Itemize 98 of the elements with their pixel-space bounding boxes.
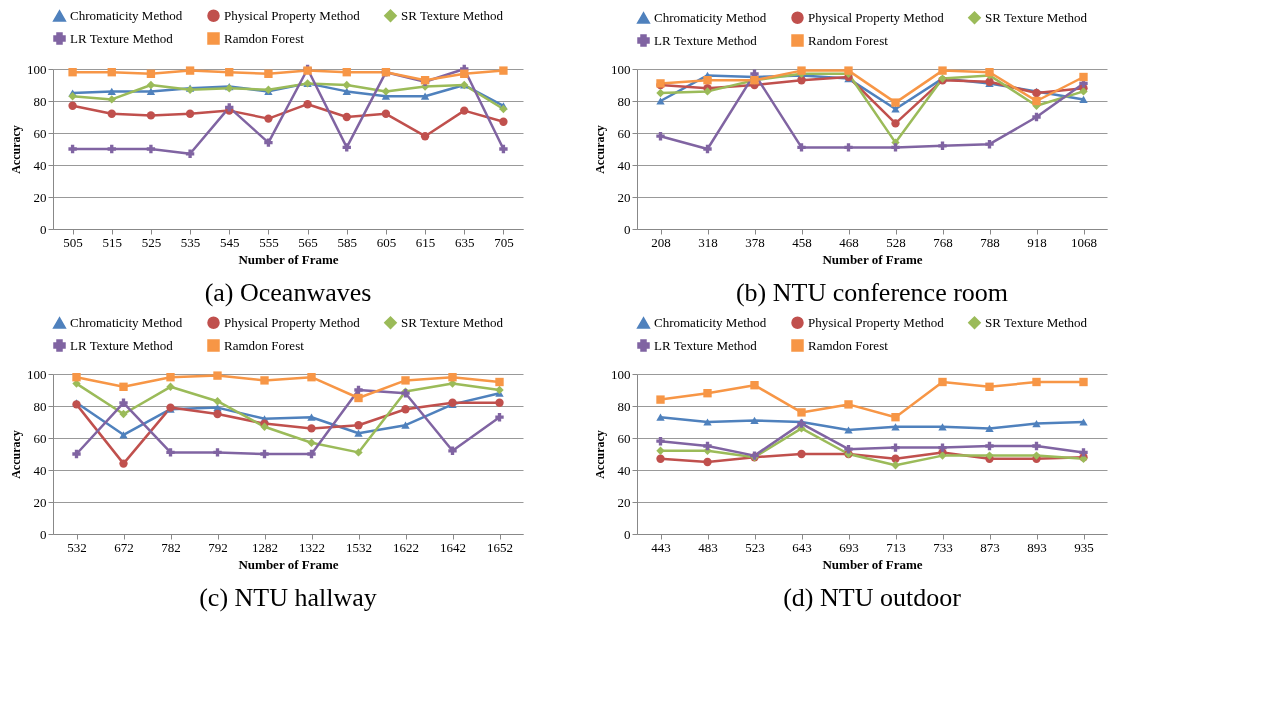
- x-tick-label: 1068: [1071, 234, 1097, 250]
- x-tick-label: 768: [933, 234, 953, 250]
- y-axis-title: Accuracy: [593, 125, 607, 174]
- x-tick-label: 788: [980, 234, 1000, 250]
- y-tick-label: 0: [40, 221, 47, 237]
- x-tick-label: 672: [114, 539, 134, 555]
- x-tick-label: 605: [376, 234, 397, 250]
- x-tick-label: 693: [839, 539, 859, 555]
- legend-label: Ramdon Forest: [808, 337, 889, 353]
- legend-label: Ramdon Forest: [224, 30, 305, 46]
- x-tick-label: 1532: [346, 539, 372, 555]
- x-axis-title: Number of Frame: [822, 556, 923, 572]
- legend-label: Physical Property Method: [808, 9, 945, 25]
- y-tick-label: 20: [617, 494, 631, 510]
- legend-label: SR Texture Method: [985, 9, 1088, 25]
- y-tick-label: 80: [33, 93, 47, 109]
- x-tick-label: 782: [161, 539, 181, 555]
- legend-label: Physical Property Method: [224, 314, 361, 330]
- legend-label: Chromaticity Method: [654, 315, 767, 331]
- x-tick-label: 458: [792, 234, 812, 250]
- x-tick-label: 1642: [440, 539, 466, 555]
- x-tick-label: 705: [494, 234, 514, 250]
- y-tick-label: 100: [27, 366, 47, 382]
- y-axis-title: Accuracy: [593, 430, 607, 479]
- x-tick-label: 1652: [487, 539, 513, 555]
- x-tick-label: 523: [745, 539, 765, 555]
- y-tick-label: 0: [624, 221, 631, 237]
- x-tick-label: 918: [1027, 234, 1047, 250]
- x-tick-label: 565: [298, 234, 318, 250]
- x-tick-label: 483: [698, 539, 718, 555]
- y-tick-label: 20: [33, 494, 47, 510]
- x-tick-label: 525: [141, 234, 162, 250]
- x-tick-label: 468: [839, 234, 859, 250]
- x-tick-label: 1282: [252, 539, 278, 555]
- x-tick-label: 505: [63, 234, 83, 250]
- x-axis-title: Number of Frame: [238, 251, 339, 267]
- x-tick-label: 532: [67, 539, 87, 555]
- y-tick-label: 20: [617, 189, 631, 205]
- y-tick-label: 20: [33, 189, 47, 205]
- legend-label: Chromaticity Method: [70, 315, 183, 331]
- legend-label: SR Texture Method: [985, 314, 1088, 330]
- y-axis-title: Accuracy: [9, 125, 23, 174]
- legend-label: SR Texture Method: [401, 7, 504, 23]
- legend-label: Chromaticity Method: [70, 8, 183, 24]
- y-tick-label: 80: [617, 398, 631, 414]
- text: (c) NTU hallway: [199, 583, 377, 612]
- legend-label: Random Forest: [808, 32, 889, 48]
- y-tick-label: 100: [27, 61, 47, 77]
- x-tick-label: 528: [886, 234, 906, 250]
- y-tick-label: 100: [611, 366, 631, 382]
- y-tick-label: 80: [33, 398, 47, 414]
- y-tick-label: 40: [33, 462, 47, 478]
- x-tick-label: 515: [102, 234, 122, 250]
- y-tick-label: 40: [617, 462, 631, 478]
- x-tick-label: 378: [745, 234, 765, 250]
- y-tick-label: 40: [617, 157, 631, 173]
- x-tick-label: 1622: [393, 539, 419, 555]
- x-tick-label: 555: [259, 234, 279, 250]
- x-tick-label: 713: [886, 539, 906, 555]
- legend-label: Physical Property Method: [224, 7, 361, 23]
- x-tick-label: 1322: [299, 539, 325, 555]
- x-tick-label: 935: [1074, 539, 1094, 555]
- y-tick-label: 80: [617, 93, 631, 109]
- y-tick-label: 60: [617, 125, 631, 141]
- y-tick-label: 60: [617, 430, 631, 446]
- legend-label: LR Texture Method: [654, 337, 758, 353]
- x-tick-label: 873: [980, 539, 1000, 555]
- legend-label: LR Texture Method: [70, 337, 174, 353]
- y-tick-label: 100: [611, 61, 631, 77]
- y-tick-label: 40: [33, 157, 47, 173]
- legend-label: Physical Property Method: [808, 314, 945, 330]
- text: (a) Oceanwaves: [204, 278, 372, 307]
- legend-label: LR Texture Method: [70, 30, 174, 46]
- x-tick-label: 585: [337, 234, 357, 250]
- y-tick-label: 60: [33, 125, 47, 141]
- y-tick-label: 0: [40, 526, 47, 542]
- legend-label: SR Texture Method: [401, 314, 504, 330]
- x-tick-label: 893: [1027, 539, 1047, 555]
- legend-label: Chromaticity Method: [654, 10, 767, 26]
- x-tick-label: 635: [455, 234, 475, 250]
- y-tick-label: 60: [33, 430, 47, 446]
- x-tick-label: 208: [651, 234, 671, 250]
- x-tick-label: 733: [933, 539, 953, 555]
- legend-label: LR Texture Method: [654, 32, 758, 48]
- text: (b) NTU conference room: [735, 278, 1009, 307]
- x-tick-label: 643: [792, 539, 812, 555]
- x-axis-title: Number of Frame: [238, 556, 339, 572]
- text: (d) NTU outdoor: [783, 583, 962, 612]
- x-tick-label: 615: [415, 234, 436, 250]
- x-tick-label: 535: [180, 234, 201, 250]
- y-axis-title: Accuracy: [9, 430, 23, 479]
- x-tick-label: 792: [208, 539, 228, 555]
- x-axis-title: Number of Frame: [822, 251, 923, 267]
- x-tick-label: 443: [651, 539, 671, 555]
- legend-label: Ramdon Forest: [224, 337, 305, 353]
- y-tick-label: 0: [624, 526, 631, 542]
- x-tick-label: 318: [698, 234, 718, 250]
- x-tick-label: 545: [220, 234, 240, 250]
